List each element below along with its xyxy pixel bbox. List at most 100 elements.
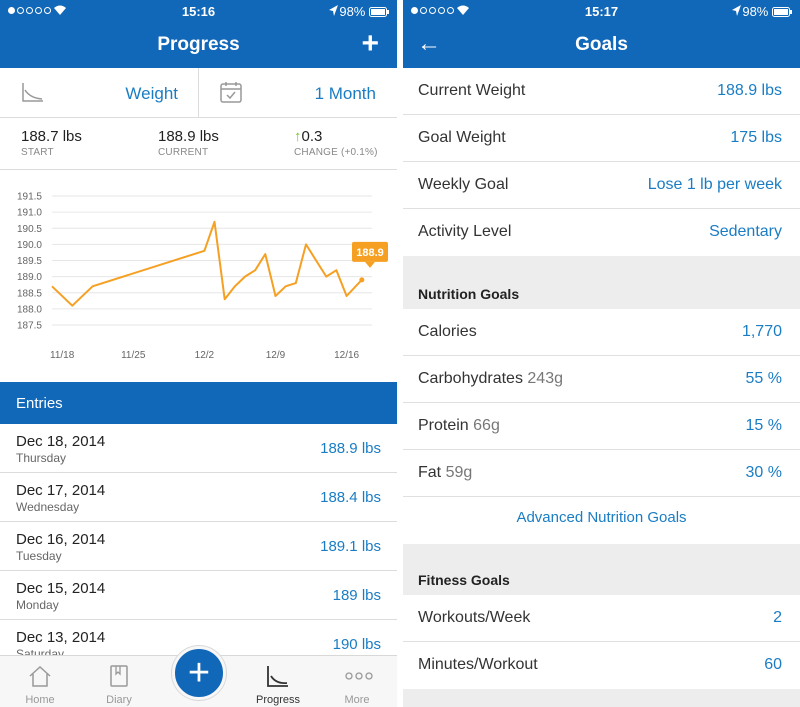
status-time: 15:17 <box>584 4 619 19</box>
back-arrow-icon[interactable]: ← <box>417 30 441 57</box>
nutrition-row-carbohydrates[interactable]: Carbohydrates 243g 55 % <box>403 356 800 403</box>
change-value: 0.3 <box>301 128 323 145</box>
line-chart-icon[interactable] <box>22 82 44 102</box>
screen-divider <box>397 0 403 707</box>
y-tick-label: 189.0 <box>17 272 42 283</box>
status-bar: 15:16 98% <box>0 0 397 24</box>
entry-weight: 189 lbs <box>332 587 381 604</box>
nutrition-value: 55 % <box>745 370 782 387</box>
goal-row-current-weight[interactable]: Current Weight 188.9 lbs <box>403 68 800 115</box>
more-icon <box>345 672 373 680</box>
page-title: Goals <box>575 34 628 55</box>
entry-row[interactable]: Dec 16, 2014 Tuesday 189.1 lbs <box>0 522 397 571</box>
weight-series-line <box>51 220 363 307</box>
entries-list: Dec 18, 2014 Thursday 188.9 lbs Dec 17, … <box>0 424 397 669</box>
period-selector[interactable]: 1 Month <box>314 84 376 103</box>
tab-progress[interactable]: Progress <box>238 656 318 707</box>
nutrition-label: Fat <box>418 464 442 481</box>
entry-date: Dec 18, 2014 <box>16 433 106 450</box>
nutrition-value: 15 % <box>745 417 782 434</box>
current-stat: 188.9 lbs CURRENT <box>158 128 219 158</box>
goal-row-activity-level[interactable]: Activity Level Sedentary <box>403 209 800 256</box>
nutrition-row-fat[interactable]: Fat 59g 30 % <box>403 450 800 497</box>
entry-date: Dec 17, 2014 <box>16 482 106 499</box>
callout-pointer <box>365 261 375 268</box>
fitness-label: Minutes/Workout <box>418 656 538 673</box>
tab-diary-label: Diary <box>106 694 132 706</box>
entry-weight: 188.9 lbs <box>320 440 381 457</box>
diary-icon <box>110 665 128 687</box>
goal-value: Lose 1 lb per week <box>647 176 782 193</box>
metric-selector[interactable]: Weight <box>125 84 178 103</box>
change-label: CHANGE (+0.1%) <box>294 147 378 158</box>
goal-label: Current Weight <box>418 82 526 99</box>
tab-diary[interactable]: Diary <box>79 656 159 707</box>
advanced-nutrition-goals-link[interactable]: Advanced Nutrition Goals <box>516 509 687 526</box>
last-point-marker <box>359 277 365 283</box>
filter-bar: Weight 1 Month <box>0 68 397 118</box>
callout-box <box>352 241 388 262</box>
weight-stats: 188.7 lbs START 188.9 lbs CURRENT ↑0.3 C… <box>0 118 397 170</box>
up-arrow-icon: ↑ <box>294 128 302 145</box>
goal-value: 175 lbs <box>730 129 782 146</box>
home-icon <box>29 665 51 687</box>
x-tick-label: 11/25 <box>121 350 146 361</box>
goal-label: Weekly Goal <box>418 176 509 193</box>
y-tick-label: 188.5 <box>17 288 42 299</box>
goal-label: Activity Level <box>418 223 512 240</box>
wifi-icon <box>457 5 469 15</box>
entry-day: Wednesday <box>16 500 80 514</box>
navigation-bar: ← Goals <box>403 24 800 68</box>
signal-icon <box>8 7 51 14</box>
progress-screen: 15:16 98% Progress + Weight 1 Month 188.… <box>0 0 397 707</box>
callout-label: 188.9 <box>356 247 384 259</box>
quick-add-button[interactable]: + <box>172 646 226 700</box>
y-tick-label: 189.5 <box>17 256 42 267</box>
x-tick-label: 11/18 <box>50 350 75 361</box>
fitness-value: 2 <box>773 609 782 626</box>
tab-more[interactable]: More <box>317 656 397 707</box>
entry-row[interactable]: Dec 17, 2014 Wednesday 188.4 lbs <box>0 473 397 522</box>
battery-percent: 98% <box>742 4 769 19</box>
progress-chart-icon <box>267 666 288 687</box>
entries-header: Entries <box>0 382 397 424</box>
nutrition-value: 1,770 <box>741 323 782 340</box>
nutrition-goals-heading: Nutrition Goals <box>418 286 520 302</box>
entry-weight: 190 lbs <box>332 636 381 653</box>
goal-value: Sedentary <box>709 223 782 240</box>
wifi-icon <box>54 5 66 15</box>
fitness-row-workouts-week[interactable]: Workouts/Week 2 <box>403 595 800 642</box>
entry-day: Thursday <box>16 451 67 465</box>
entry-row[interactable]: Dec 15, 2014 Monday 189 lbs <box>0 571 397 620</box>
fitness-row-minutes-workout[interactable]: Minutes/Workout 60 <box>403 642 800 689</box>
x-tick-label: 12/9 <box>266 350 286 361</box>
start-label: START <box>21 147 54 158</box>
fitness-value: 60 <box>764 656 782 673</box>
battery-icon <box>369 7 389 17</box>
entry-row[interactable]: Dec 18, 2014 Thursday 188.9 lbs <box>0 424 397 473</box>
add-button[interactable]: + <box>361 27 379 60</box>
entry-date: Dec 13, 2014 <box>16 629 106 646</box>
fitness-label: Workouts/Week <box>418 609 531 626</box>
tab-home[interactable]: Home <box>0 656 80 707</box>
tab-home-label: Home <box>25 694 55 706</box>
start-stat: 188.7 lbs START <box>21 128 82 158</box>
goal-label: Goal Weight <box>418 129 506 146</box>
weight-chart: 191.5 191.0 190.5 190.0 189.5 189.0 188.5 188.0… <box>17 192 388 361</box>
goal-row-weekly-goal[interactable]: Weekly Goal Lose 1 lb per week <box>403 162 800 209</box>
nutrition-row-calories[interactable]: Calories 1,770 <box>403 309 800 356</box>
fitness-goals-heading: Fitness Goals <box>418 572 510 588</box>
nutrition-label: Protein <box>418 417 469 434</box>
nutrition-grams: 243g <box>527 370 563 387</box>
x-tick-label: 12/16 <box>334 350 359 361</box>
calendar-icon[interactable] <box>220 81 242 103</box>
nutrition-row-protein[interactable]: Protein 66g 15 % <box>403 403 800 450</box>
entry-weight: 188.4 lbs <box>320 489 381 506</box>
nutrition-goals-group: Calories 1,770 Carbohydrates 243g 55 % P… <box>403 309 800 544</box>
tab-more-label: More <box>344 694 370 706</box>
current-value: 188.9 lbs <box>158 128 219 145</box>
y-tick-label: 191.0 <box>17 208 42 219</box>
y-tick-label: 188.0 <box>17 304 42 315</box>
location-icon <box>732 5 741 16</box>
goal-row-goal-weight[interactable]: Goal Weight 175 lbs <box>403 115 800 162</box>
